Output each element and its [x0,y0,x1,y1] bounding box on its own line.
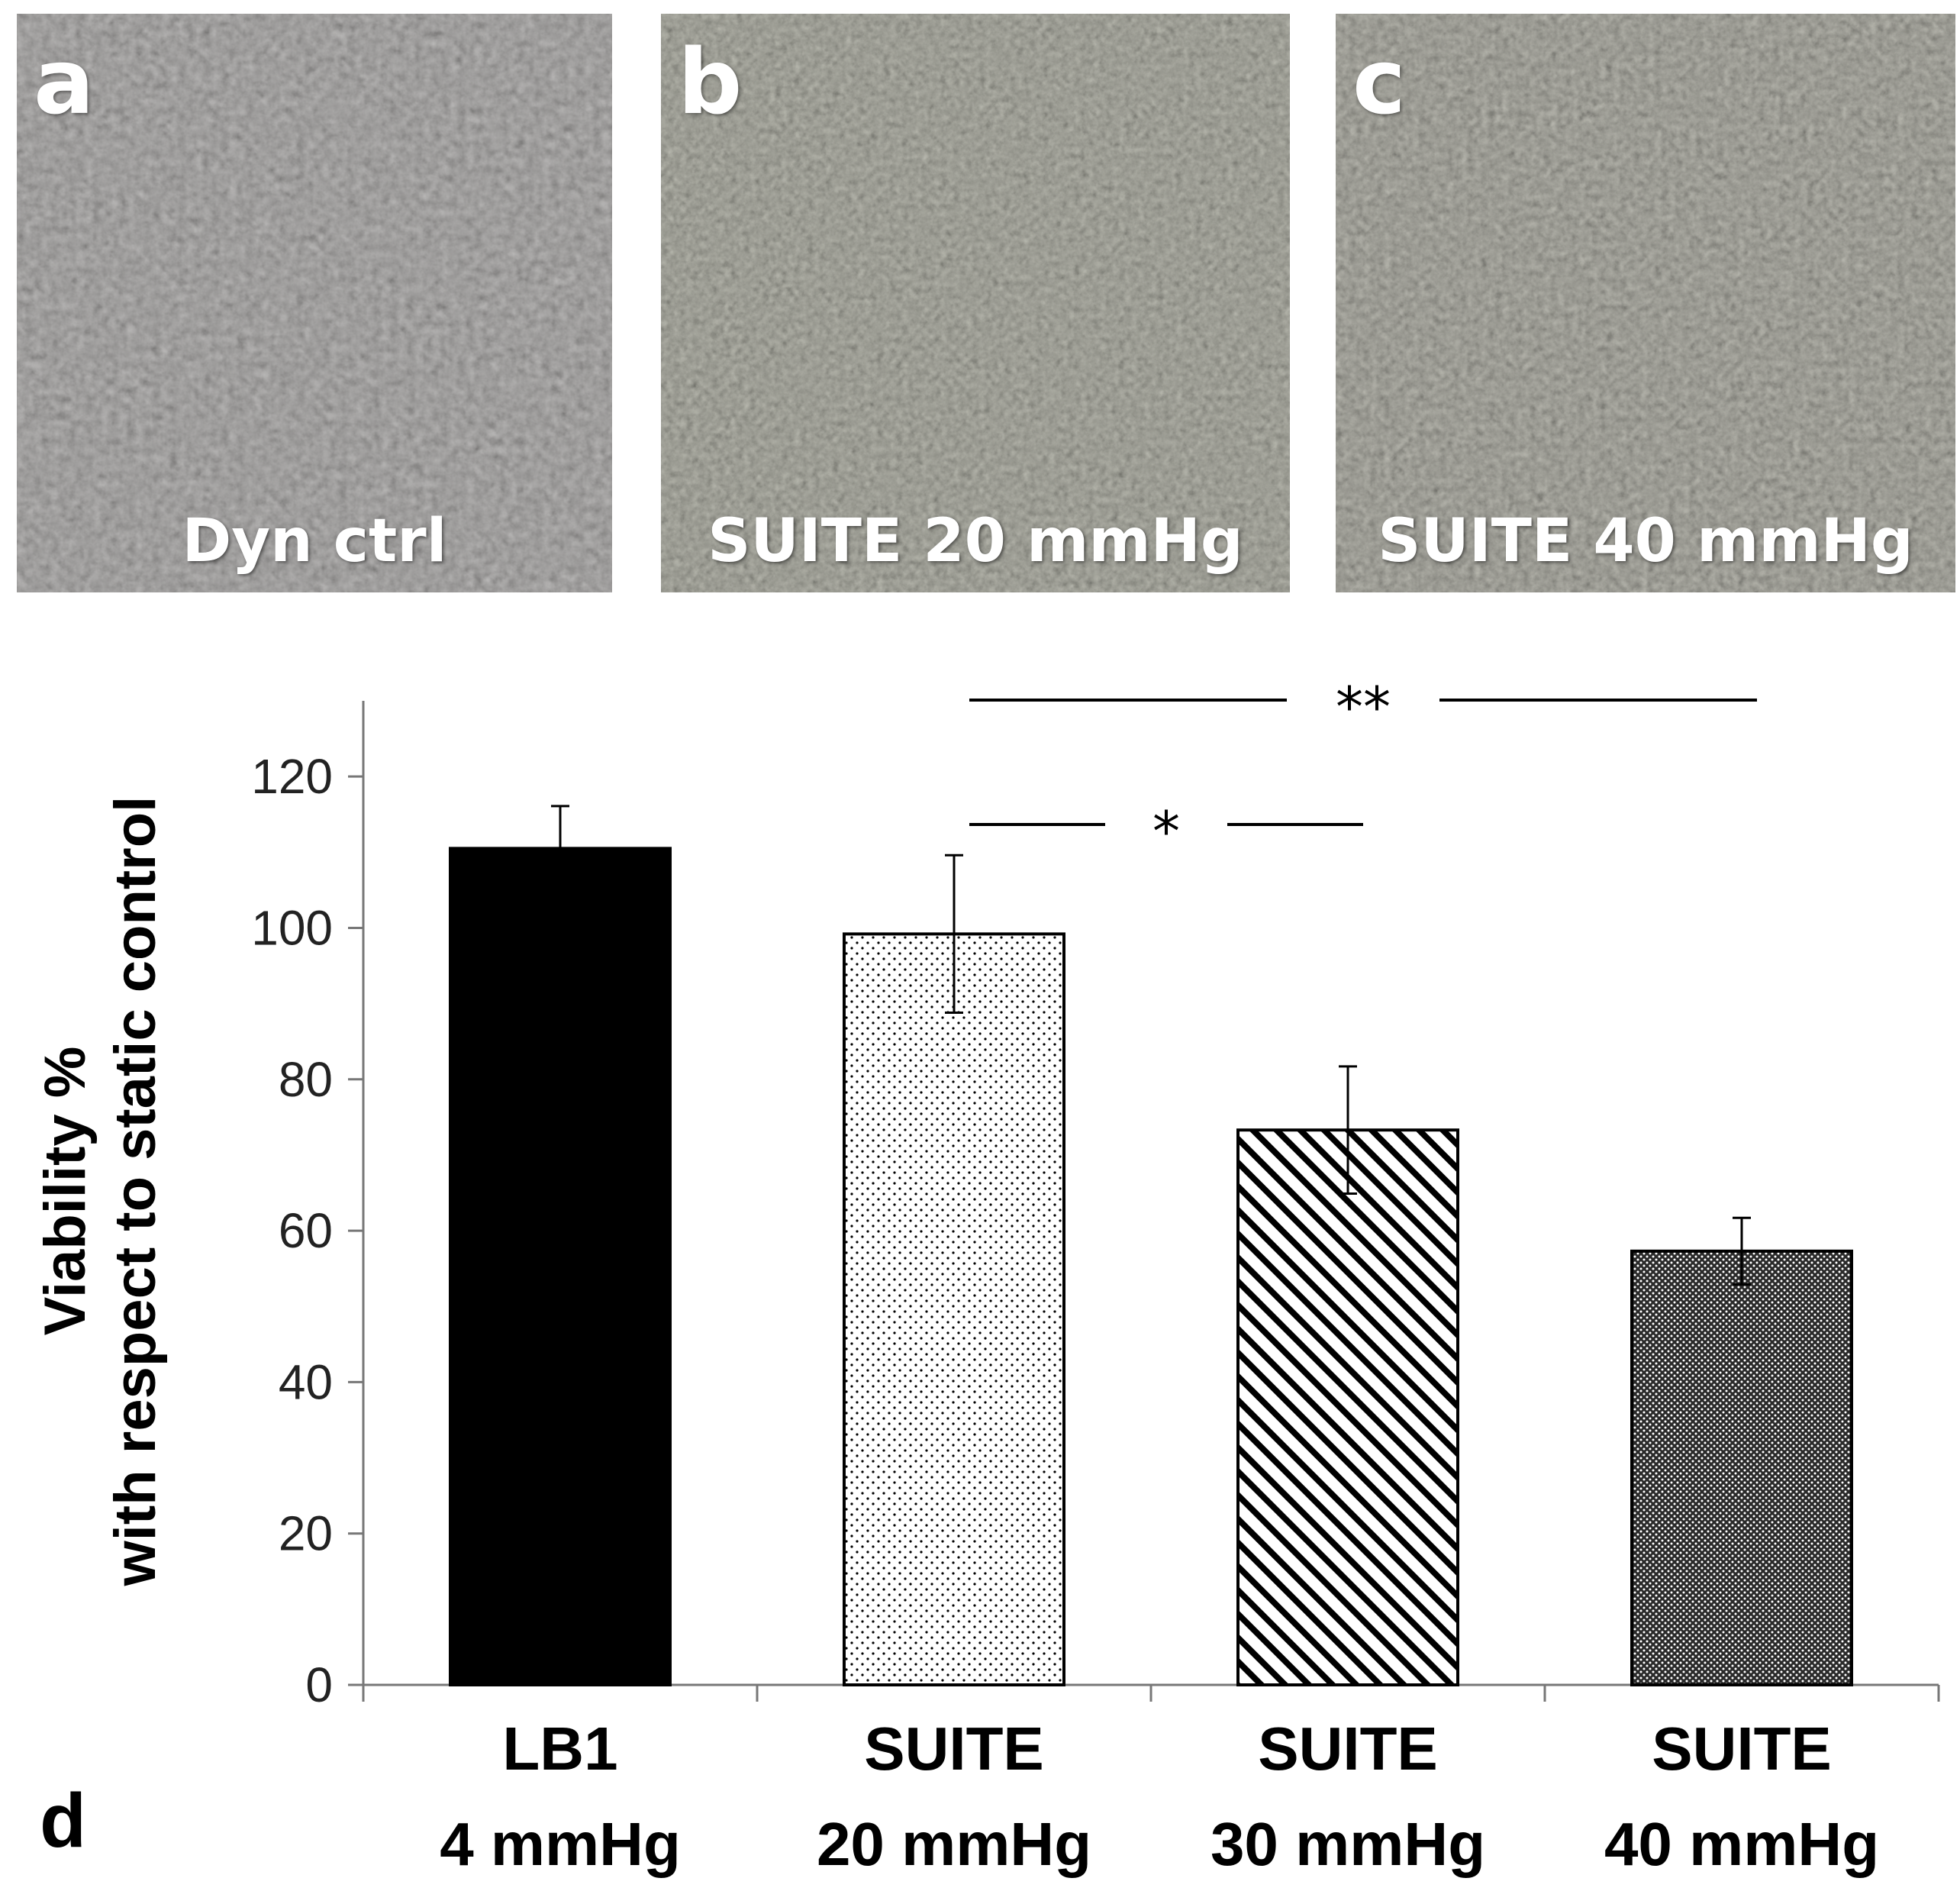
micrograph-panel-a: a Dyn ctrl [17,14,612,592]
y-tick-label: 0 [305,1657,333,1712]
panel-letter-c: c [1352,29,1406,134]
panel-letter-a: a [34,29,95,134]
x-category-label: 40 mmHg [1604,1810,1879,1878]
y-axis-label-line2: with respect to static control [103,795,168,1586]
x-category-label: LB1 [502,1715,617,1783]
significance-label: ** [1336,675,1391,739]
y-tick-label: 100 [251,900,333,955]
y-tick-label: 80 [279,1052,333,1107]
x-category-label: SUITE [1258,1715,1438,1783]
micrograph-image-a [17,14,612,592]
bar [1236,1128,1459,1686]
y-axis-label-line1: Viability % [33,1046,98,1336]
y-tick-label: 40 [279,1354,333,1409]
micrograph-texture [17,14,612,592]
micrograph-texture [1336,14,1955,592]
bar [1630,1249,1853,1687]
panel-caption-c: SUITE 40 mmHg [1378,507,1913,576]
x-category-label: 20 mmHg [817,1810,1091,1878]
bar [449,847,672,1686]
micrograph-panel-c: c SUITE 40 mmHg [1336,14,1955,592]
x-category-label: SUITE [1652,1715,1832,1783]
y-tick-label: 60 [279,1203,333,1258]
panel-letter-d: d [40,1778,87,1864]
micrograph-image-c [1336,14,1955,592]
panel-caption-b: SUITE 20 mmHg [708,507,1243,576]
x-category-label: SUITE [864,1715,1044,1783]
y-tick-label: 120 [251,749,333,804]
micrograph-texture [661,14,1290,592]
y-tick-label: 20 [279,1506,333,1561]
panel-caption-a: Dyn ctrl [182,507,447,576]
significance-label: * [1152,799,1180,863]
bar [843,932,1065,1686]
x-category-label: 4 mmHg [440,1810,681,1878]
micrograph-panel-b: b SUITE 20 mmHg [661,14,1290,592]
x-category-label: 30 mmHg [1210,1810,1485,1878]
y-axis-label: Viability % with respect to static contr… [31,695,171,1687]
panel-letter-b: b [678,29,743,134]
micrograph-image-b [661,14,1290,592]
